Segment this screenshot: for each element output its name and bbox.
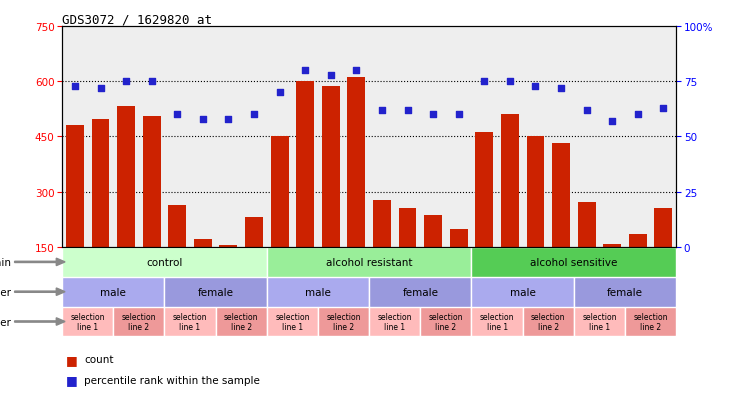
Bar — [603, 245, 621, 247]
Bar — [552, 144, 570, 247]
Bar — [219, 246, 238, 247]
Bar — [270, 136, 289, 247]
Text: GDS3072 / 1629820_at: GDS3072 / 1629820_at — [62, 13, 212, 26]
Text: alcohol sensitive: alcohol sensitive — [530, 257, 618, 267]
Text: selection
line 2: selection line 2 — [428, 312, 463, 331]
Point — [427, 112, 439, 119]
Point — [453, 112, 465, 119]
Point — [556, 85, 567, 92]
Bar — [117, 107, 135, 247]
Point — [529, 83, 541, 90]
Bar — [471, 277, 574, 307]
Bar — [194, 239, 212, 247]
Text: strain: strain — [0, 257, 11, 267]
Point — [478, 78, 490, 85]
Point — [69, 83, 81, 90]
Bar — [164, 307, 216, 337]
Point — [171, 112, 183, 119]
Bar — [373, 200, 391, 247]
Bar — [66, 126, 84, 247]
Bar — [369, 277, 471, 307]
Point — [95, 85, 107, 92]
Bar — [216, 307, 267, 337]
Bar — [369, 307, 420, 337]
Bar — [62, 277, 164, 307]
Point — [402, 107, 414, 114]
Text: selection
line 1: selection line 1 — [377, 312, 412, 331]
Point — [606, 119, 618, 125]
Point — [300, 68, 311, 74]
Bar — [501, 114, 519, 247]
Bar — [654, 208, 673, 247]
Point — [351, 68, 363, 74]
Bar — [267, 277, 369, 307]
Bar — [629, 235, 647, 247]
Text: male: male — [305, 287, 331, 297]
Text: selection
line 1: selection line 1 — [70, 312, 105, 331]
Bar — [164, 277, 267, 307]
Bar — [420, 307, 471, 337]
Bar — [526, 136, 545, 247]
Bar — [475, 133, 493, 247]
Bar — [523, 307, 574, 337]
Text: selection
line 2: selection line 2 — [531, 312, 566, 331]
Text: selection
line 1: selection line 1 — [173, 312, 208, 331]
Point — [222, 116, 234, 123]
Point — [145, 78, 158, 85]
Point — [120, 78, 132, 85]
Bar — [168, 205, 186, 247]
Text: male: male — [510, 287, 536, 297]
Point — [197, 116, 209, 123]
Text: ■: ■ — [66, 353, 77, 366]
Bar — [318, 307, 369, 337]
Bar — [471, 307, 523, 337]
Bar — [296, 82, 314, 247]
Bar — [424, 216, 442, 247]
Text: male: male — [100, 287, 126, 297]
Text: count: count — [84, 354, 113, 364]
Text: other: other — [0, 317, 11, 327]
Bar — [113, 307, 164, 337]
Point — [325, 72, 336, 78]
Bar — [577, 202, 596, 247]
Bar — [267, 247, 471, 277]
Text: female: female — [607, 287, 643, 297]
Bar — [143, 117, 161, 247]
Text: selection
line 1: selection line 1 — [275, 312, 310, 331]
Text: selection
line 2: selection line 2 — [224, 312, 259, 331]
Text: selection
line 1: selection line 1 — [582, 312, 617, 331]
Point — [658, 105, 670, 112]
Text: selection
line 2: selection line 2 — [121, 312, 156, 331]
Bar — [267, 307, 318, 337]
Point — [249, 112, 260, 119]
Text: selection
line 2: selection line 2 — [326, 312, 361, 331]
Point — [273, 90, 285, 96]
Point — [581, 107, 593, 114]
Text: percentile rank within the sample: percentile rank within the sample — [84, 375, 260, 385]
Bar — [91, 120, 110, 247]
Text: female: female — [197, 287, 234, 297]
Bar — [62, 307, 113, 337]
Point — [632, 112, 644, 119]
Text: female: female — [402, 287, 439, 297]
Text: selection
line 2: selection line 2 — [633, 312, 668, 331]
Point — [376, 107, 387, 114]
Bar — [245, 217, 263, 247]
Bar — [625, 307, 676, 337]
Bar — [574, 277, 676, 307]
Bar — [347, 78, 366, 247]
Text: alcohol resistant: alcohol resistant — [326, 257, 412, 267]
Bar — [450, 229, 468, 247]
Bar — [322, 87, 340, 247]
Bar — [62, 247, 267, 277]
Text: ■: ■ — [66, 373, 77, 387]
Bar — [398, 209, 417, 247]
Bar — [574, 307, 625, 337]
Text: gender: gender — [0, 287, 11, 297]
Text: selection
line 1: selection line 1 — [480, 312, 515, 331]
Text: control: control — [146, 257, 183, 267]
Point — [504, 78, 516, 85]
Bar — [471, 247, 676, 277]
